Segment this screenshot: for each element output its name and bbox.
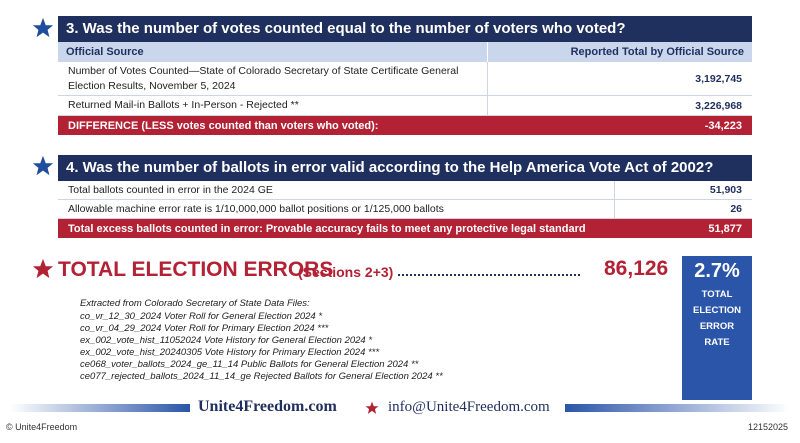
summary-value: 51,877 xyxy=(708,222,742,235)
column-header: Reported Total by Official Source xyxy=(487,42,752,62)
summary-row: DIFFERENCE (LESS votes counted than vote… xyxy=(58,116,752,135)
source-file: ce068_voter_ballots_2024_ge_11_14 Public… xyxy=(80,359,419,370)
summary-label: DIFFERENCE (LESS votes counted than vote… xyxy=(68,119,379,132)
row-label: Total ballots counted in error in the 20… xyxy=(58,181,614,200)
rate-value: 2.7% xyxy=(694,260,740,282)
rate-box: 2.7% TOTAL ELECTION ERROR RATE xyxy=(682,256,752,400)
email: info@Unite4Freedom.com xyxy=(388,399,550,415)
source-file: co_vr_04_29_2024 Voter Roll for Primary … xyxy=(80,323,329,334)
row-value: 26 xyxy=(614,200,752,219)
code: 12152025 xyxy=(747,422,788,432)
source-file: ex_002_vote_hist_11052024 Vote History f… xyxy=(80,335,373,346)
column-header: Official Source xyxy=(58,42,487,62)
row-value: 3,226,968 xyxy=(487,96,752,116)
row-label: Returned Mail-in Ballots + In-Person - R… xyxy=(58,96,487,116)
source-file: ex_002_vote_hist_20240305 Vote History f… xyxy=(80,347,380,358)
star-icon xyxy=(32,155,54,176)
total-label: TOTAL ELECTION ERRORS xyxy=(58,258,334,281)
summary-label: Total excess ballots counted in error: P… xyxy=(68,222,586,235)
section-title: 3. Was the number of votes counted equal… xyxy=(58,16,752,42)
total-value: 86,126 xyxy=(604,257,669,280)
star-icon xyxy=(32,17,54,38)
sources-intro: Extracted from Colorado Secretary of Sta… xyxy=(80,298,310,309)
row-value: 3,192,745 xyxy=(487,62,752,96)
summary-row: Total excess ballots counted in error: P… xyxy=(58,219,752,238)
source-file: ce077_rejected_ballots_2024_11_14_ge Rej… xyxy=(80,371,443,382)
row-label: Number of Votes Counted—State of Colorad… xyxy=(58,62,487,96)
star-icon xyxy=(365,401,379,414)
total-sections: (Sections 2+3) xyxy=(298,264,394,280)
footer-bar xyxy=(565,404,790,412)
row-value: 51,903 xyxy=(614,181,752,200)
section-title: 4. Was the number of ballots in error va… xyxy=(58,155,752,181)
source-file: co_vr_12_30_2024 Voter Roll for General … xyxy=(80,311,323,322)
website: Unite4Freedom.com xyxy=(198,398,337,415)
rate-label: TOTAL ELECTION ERROR RATE xyxy=(692,289,742,348)
row-label: Allowable machine error rate is 1/10,000… xyxy=(58,200,614,219)
copyright: © Unite4Freedom xyxy=(6,422,78,432)
dot-leader xyxy=(398,266,580,276)
footer-bar xyxy=(10,404,190,412)
star-icon xyxy=(32,258,54,279)
summary-value: -34,223 xyxy=(704,119,742,132)
